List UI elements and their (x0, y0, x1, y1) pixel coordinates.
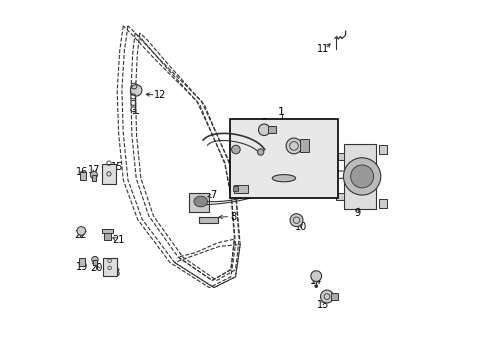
Circle shape (285, 138, 301, 154)
Text: 7: 7 (210, 190, 216, 200)
Circle shape (92, 256, 98, 263)
Bar (199, 217, 217, 223)
Ellipse shape (272, 175, 295, 182)
Circle shape (343, 158, 380, 195)
Text: 5: 5 (261, 118, 267, 128)
Bar (79, 258, 85, 266)
Circle shape (130, 85, 142, 96)
Bar (80, 172, 86, 180)
Text: 16: 16 (76, 167, 88, 177)
Bar (189, 193, 208, 212)
Circle shape (350, 165, 373, 188)
Bar (379, 145, 386, 154)
Text: 22: 22 (74, 230, 86, 240)
Circle shape (90, 171, 97, 179)
Ellipse shape (194, 196, 207, 207)
Circle shape (77, 226, 85, 235)
Circle shape (257, 149, 264, 155)
Bar (92, 175, 96, 181)
Bar (93, 260, 97, 265)
Text: 12: 12 (154, 90, 166, 100)
Text: 11: 11 (316, 44, 328, 54)
Bar (233, 186, 237, 191)
Text: 4: 4 (289, 131, 296, 141)
Circle shape (320, 290, 333, 303)
Bar (102, 164, 116, 184)
Bar (300, 139, 309, 152)
Text: 1: 1 (278, 107, 285, 117)
Text: 14: 14 (309, 276, 322, 286)
Text: 15: 15 (111, 162, 123, 172)
Bar (336, 193, 344, 200)
Text: 13: 13 (316, 300, 328, 310)
Bar (104, 233, 110, 240)
Text: 2: 2 (241, 131, 247, 141)
Bar (103, 258, 117, 276)
Bar (102, 229, 112, 233)
Text: 9: 9 (354, 208, 360, 218)
Circle shape (258, 124, 269, 135)
Bar (330, 293, 337, 300)
Circle shape (231, 145, 240, 154)
Bar (230, 119, 337, 198)
Text: 21: 21 (112, 235, 124, 245)
Bar (344, 144, 376, 209)
Text: 6: 6 (276, 161, 282, 171)
Circle shape (289, 214, 303, 226)
Bar (267, 126, 275, 134)
Text: 10: 10 (294, 222, 306, 232)
Text: 3: 3 (240, 162, 245, 172)
Text: 18: 18 (109, 267, 122, 278)
Circle shape (314, 285, 317, 288)
Bar (233, 185, 247, 193)
Text: 19: 19 (76, 262, 88, 272)
Bar (336, 153, 344, 160)
Text: 17: 17 (88, 165, 101, 175)
Text: 8: 8 (229, 212, 236, 221)
Bar (379, 199, 386, 208)
Circle shape (310, 271, 321, 282)
Text: 20: 20 (90, 262, 103, 273)
